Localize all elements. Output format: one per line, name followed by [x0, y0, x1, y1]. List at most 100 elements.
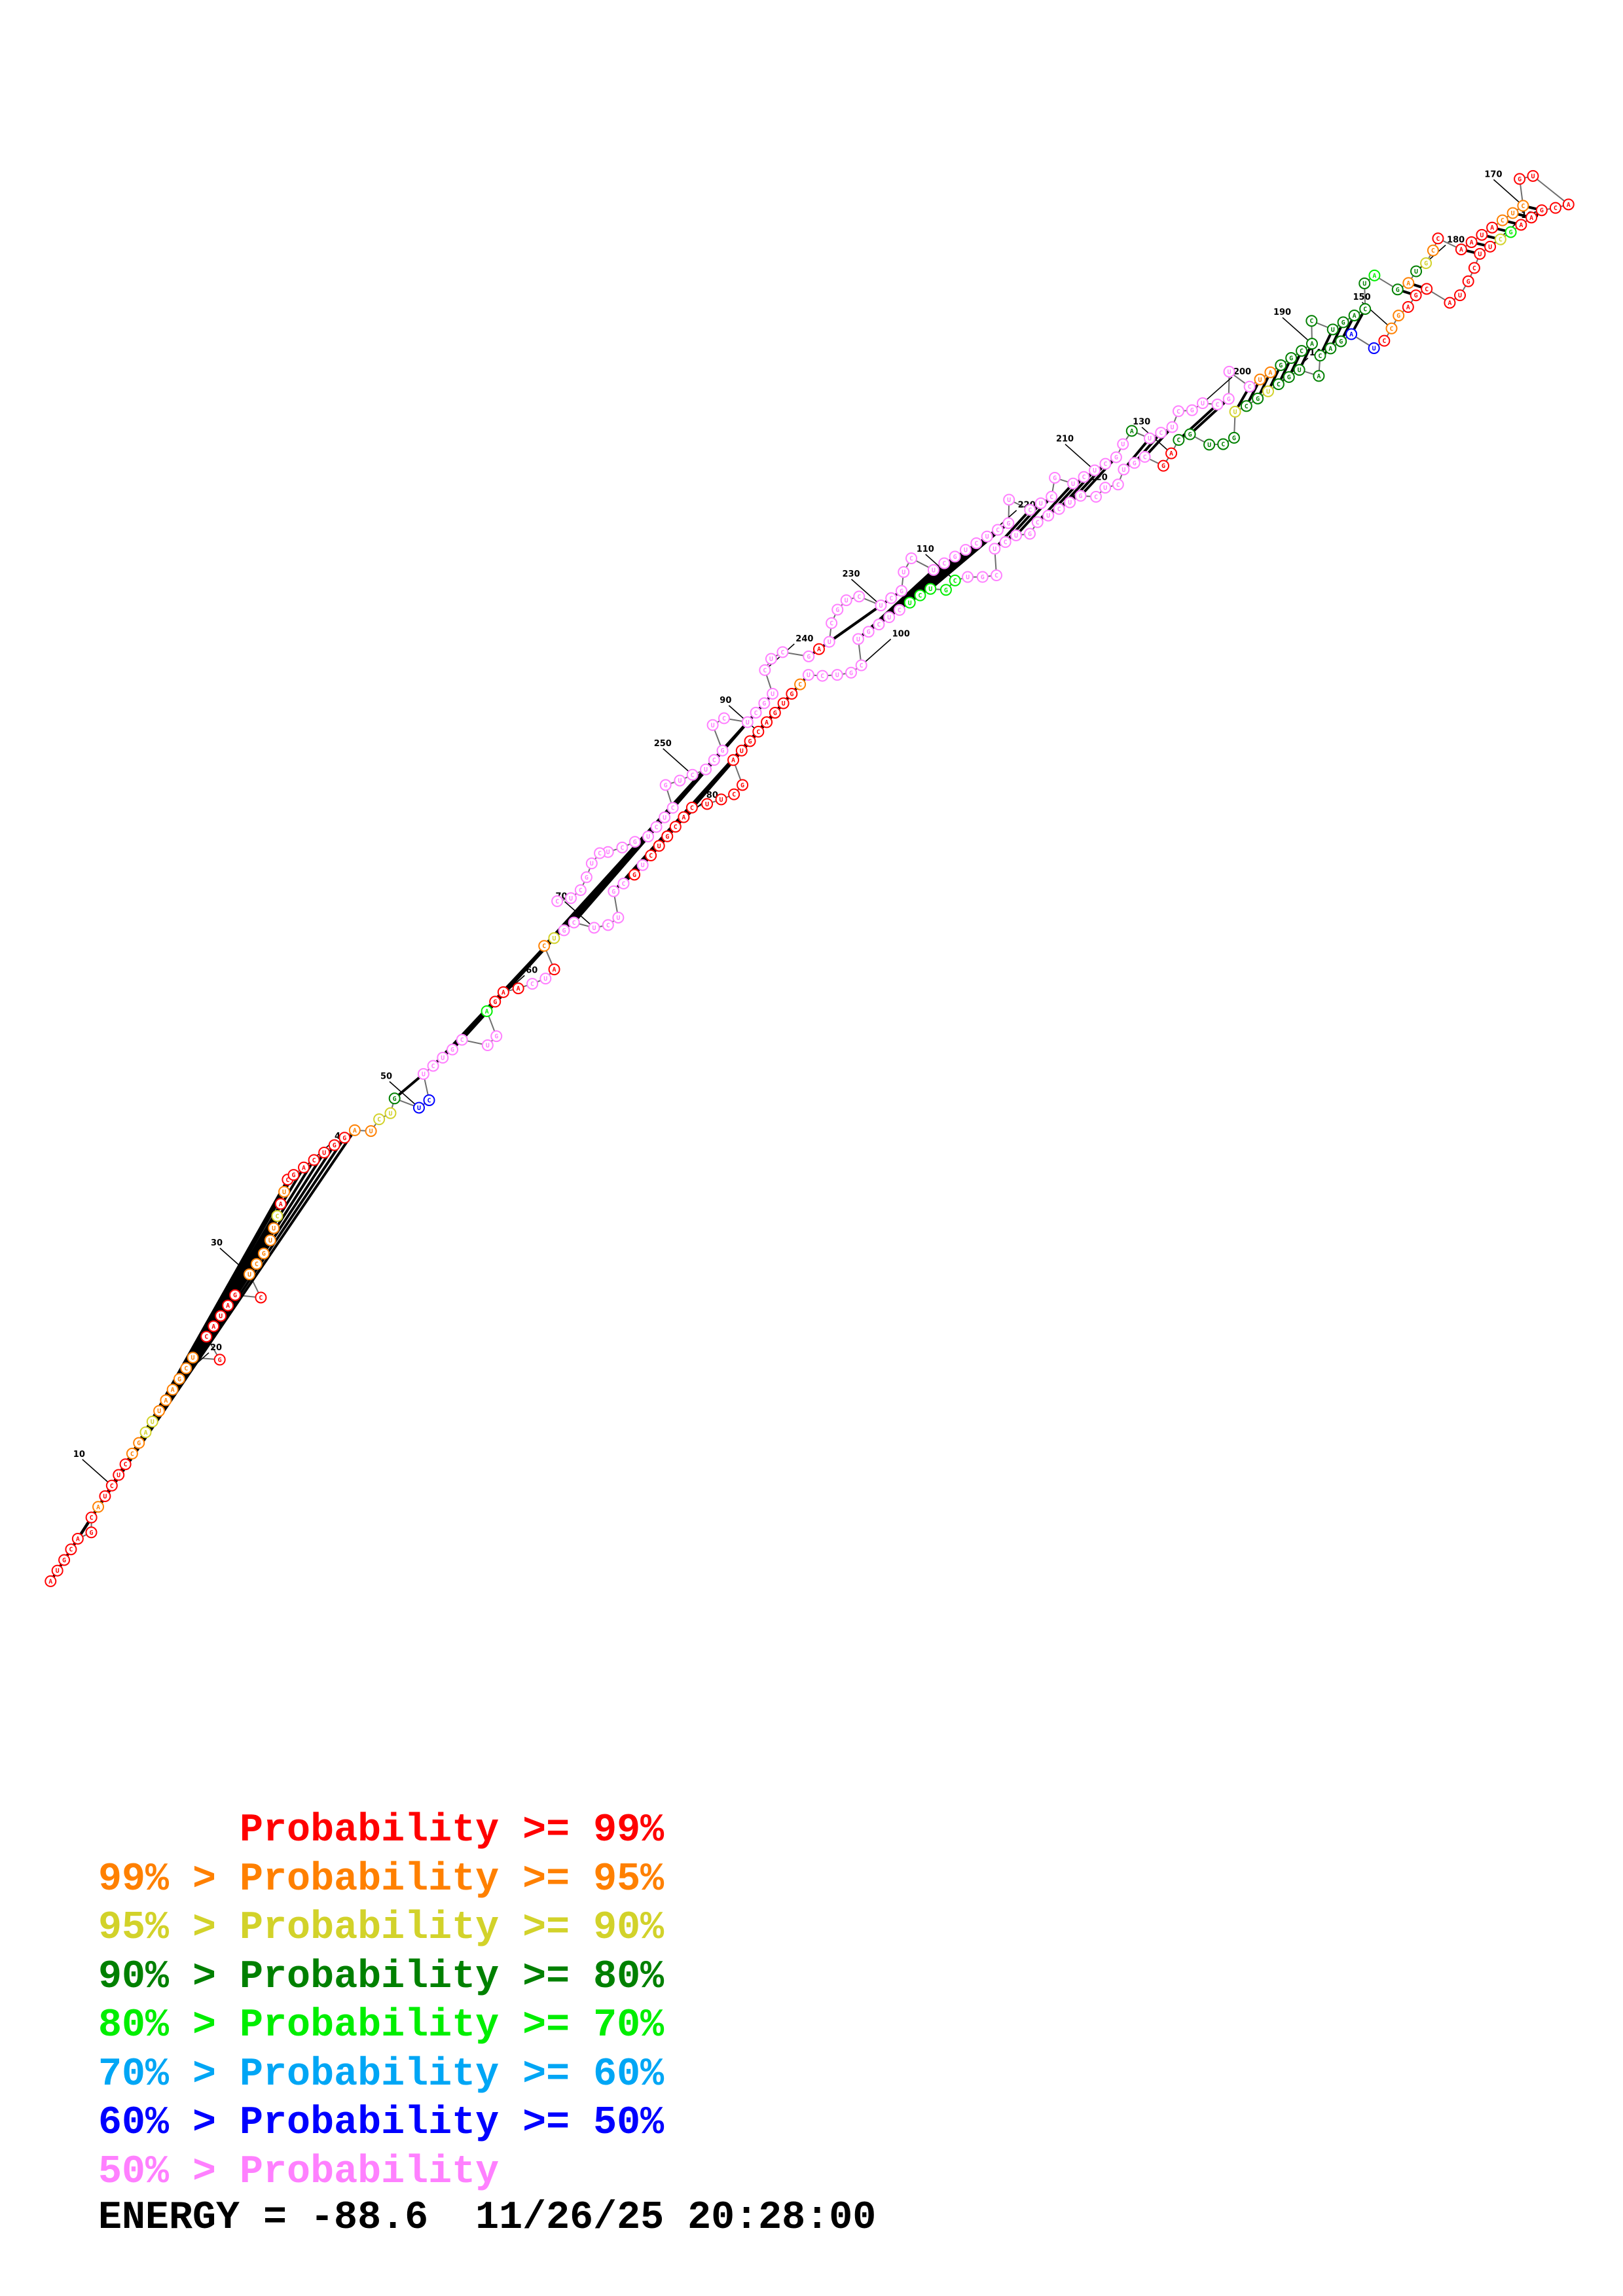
nucleotide-circle — [612, 911, 625, 924]
nucleotide-letter: C — [942, 560, 946, 567]
nucleotide-circle — [1402, 301, 1414, 314]
nucleotide: G — [862, 626, 875, 638]
nucleotide-circle — [750, 706, 762, 719]
nucleotide: U — [959, 544, 972, 556]
nucleotide-circle — [1031, 516, 1044, 528]
nucleotide: U — [437, 1052, 449, 1064]
nucleotide-letter: A — [1519, 222, 1523, 229]
nucleotide-letter: G — [835, 607, 839, 614]
nucleotide: A — [1324, 342, 1337, 355]
nucleotide: A — [298, 1161, 310, 1174]
nucleotide: C — [949, 574, 961, 586]
nucleotide: U — [1166, 421, 1178, 433]
nucleotide-circle — [1252, 392, 1264, 404]
nucleotide-circle — [645, 850, 657, 862]
nucleotide-letter: U — [678, 778, 682, 785]
nucleotide-letter: C — [184, 1365, 188, 1372]
nucleotide-letter: U — [932, 567, 936, 574]
nucleotide: C — [666, 802, 679, 814]
nucleotide: U — [701, 798, 714, 810]
nucleotide-circle — [1173, 434, 1185, 446]
nucleotide-circle — [653, 840, 665, 852]
nucleotide: U — [924, 583, 937, 595]
nucleotide-circle — [58, 1554, 71, 1566]
nucleotide-letter: U — [746, 719, 750, 726]
position-number: 250 — [654, 739, 672, 749]
nucleotide-letter: C — [674, 824, 678, 831]
nucleotide: G — [1002, 517, 1015, 529]
nucleotide: C — [1211, 398, 1224, 410]
nucleotide-circle — [208, 1320, 220, 1333]
nucleotide-letter: C — [1094, 494, 1098, 501]
legend-row: 70% > Probability >= 60% — [98, 2051, 664, 2100]
nucleotide-circle — [538, 940, 551, 952]
nucleotide: C — [728, 788, 740, 800]
nucleotide-circle — [1378, 334, 1391, 347]
legend-range: 80% > — [98, 2003, 240, 2048]
nucleotide-circle — [1166, 421, 1178, 433]
nucleotide: C — [1421, 283, 1433, 295]
nucleotide-letter: C — [918, 592, 922, 600]
nucleotide-letter: A — [485, 1008, 489, 1015]
legend-range: 95% > — [98, 1906, 240, 1950]
number-tick — [861, 638, 892, 666]
nucleotide-circle — [298, 1161, 310, 1174]
nucleotide-circle — [1128, 457, 1140, 469]
nucleotide-letter: C — [1363, 306, 1367, 314]
nucleotide: C — [1090, 491, 1103, 503]
nucleotide-circle — [873, 619, 885, 631]
nucleotide: G — [1023, 528, 1036, 540]
nucleotide-circle — [384, 1107, 397, 1119]
nucleotide-letter: U — [782, 700, 786, 708]
nucleotide: G — [489, 996, 501, 1008]
nucleotide-letter: C — [1103, 461, 1107, 468]
position-number: 190 — [1273, 308, 1291, 317]
nucleotide-circle — [761, 716, 773, 728]
nucleotide-circle — [905, 552, 918, 565]
legend-label: Probability >= 90% — [240, 1906, 665, 1950]
nucleotide-letter: G — [1053, 475, 1057, 482]
nucleotide-circle — [1078, 471, 1090, 483]
nucleotide: A — [1486, 221, 1499, 234]
nucleotide-letter: G — [1133, 460, 1137, 467]
nucleotide: A — [727, 754, 740, 766]
nucleotide-circle — [113, 1469, 125, 1481]
legend-range: 90% > — [98, 1954, 240, 2000]
nucleotide: G — [661, 830, 674, 842]
nucleotide-letter: C — [1318, 353, 1322, 360]
nucleotide-circle — [481, 1039, 494, 1052]
nucleotide-circle — [1486, 221, 1499, 234]
nucleotide: C — [1549, 202, 1561, 214]
nucleotide-letter: G — [740, 782, 744, 789]
nucleotide: G — [388, 1092, 401, 1105]
nucleotide-circle — [1517, 200, 1529, 212]
nucleotide-letter: C — [1501, 217, 1504, 224]
nucleotide-circle — [602, 919, 614, 931]
nucleotide-letter: C — [857, 594, 861, 601]
nucleotide-letter: G — [1289, 355, 1293, 363]
nucleotide-circle — [1368, 269, 1381, 281]
nucleotide-circle — [1024, 504, 1036, 516]
nucleotide-letter: A — [1268, 369, 1272, 376]
nucleotide-letter: U — [646, 834, 650, 841]
nucleotide: C — [200, 1331, 213, 1343]
nucleotide-letter: U — [268, 1237, 272, 1244]
nucleotide: G — [287, 1169, 300, 1181]
nucleotide: C — [1305, 315, 1318, 327]
nucleotide-letter: G — [790, 691, 793, 698]
nucleotide: U — [903, 596, 916, 609]
nucleotide: A — [166, 1384, 179, 1396]
nucleotide: C — [1378, 334, 1391, 347]
nucleotide-letter: U — [705, 801, 709, 808]
nucleotide: C — [1272, 378, 1285, 390]
nucleotide-circle — [166, 1384, 179, 1396]
nucleotide: A — [274, 1198, 287, 1210]
nucleotide-circle — [826, 617, 838, 630]
nucleotide-circle — [831, 603, 844, 616]
nucleotide: U — [278, 1185, 291, 1198]
nucleotide: U — [659, 811, 671, 823]
nucleotide-letter: C — [671, 805, 675, 812]
nucleotide-letter: U — [117, 1472, 120, 1479]
nucleotide-letter: U — [1014, 532, 1018, 539]
nucleotide-circle — [437, 1052, 449, 1064]
